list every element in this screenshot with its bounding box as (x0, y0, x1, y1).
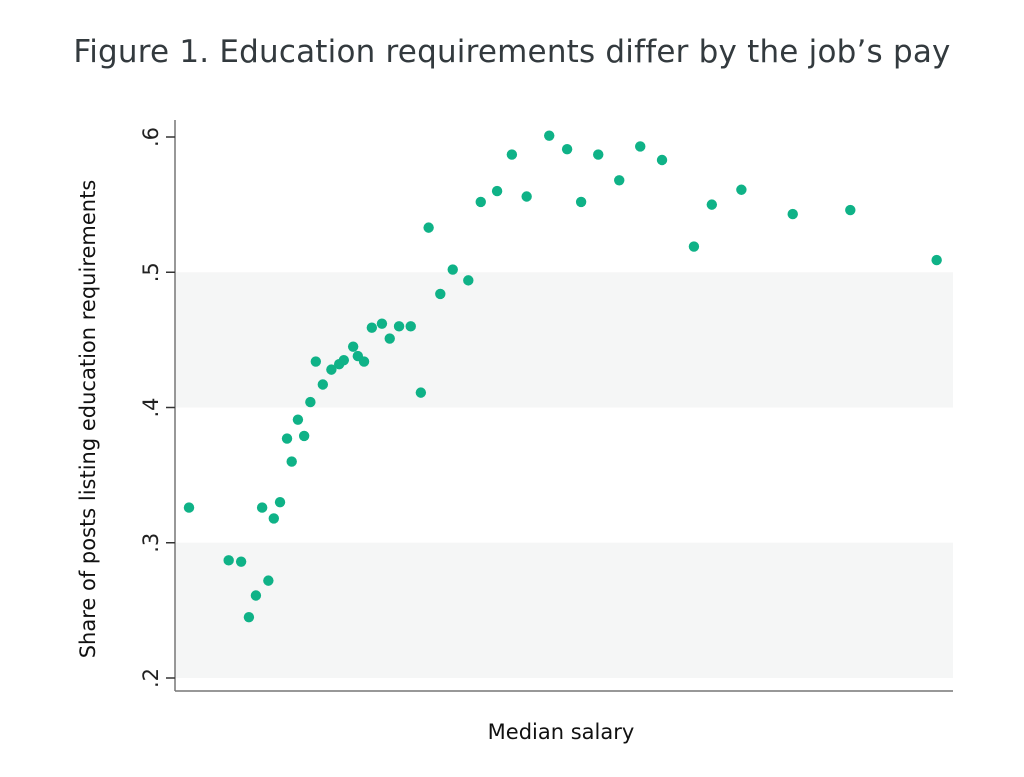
data-point (243, 611, 255, 623)
data-point (575, 196, 587, 208)
data-point (521, 191, 532, 202)
chart-title: Figure 1. Education requirements differ … (73, 34, 951, 70)
data-point (423, 222, 434, 233)
data-point (235, 556, 247, 567)
data-point (256, 502, 268, 513)
data-point (787, 208, 798, 220)
data-point (736, 184, 747, 195)
y-tick-label: .2 (139, 668, 163, 688)
grid-band (175, 542, 953, 678)
x-axis-label: Median salary (487, 720, 635, 744)
data-point (338, 354, 350, 366)
data-point (435, 288, 446, 300)
data-point (491, 185, 503, 197)
data-point (274, 496, 286, 508)
data-point (706, 199, 718, 210)
data-point (544, 130, 555, 141)
data-point (268, 513, 280, 524)
data-point (635, 141, 646, 152)
data-point (250, 590, 262, 601)
data-point (310, 356, 322, 367)
data-point (614, 175, 625, 186)
data-point (447, 264, 458, 275)
data-point (281, 433, 293, 444)
data-point (326, 364, 337, 375)
data-point (688, 241, 700, 252)
y-tick-label: .5 (139, 262, 163, 282)
background-bands (175, 272, 953, 678)
y-tick-label: .4 (139, 397, 163, 417)
data-point (593, 149, 604, 160)
y-tick-label: .3 (139, 533, 163, 553)
data-point (317, 379, 329, 390)
axes (174, 120, 953, 692)
grid-band (175, 272, 953, 408)
data-point (292, 414, 304, 425)
data-point (183, 502, 195, 513)
data-point (506, 149, 518, 160)
data-point (561, 143, 573, 155)
data-point (393, 321, 405, 332)
data-point (845, 204, 856, 216)
data-point (347, 341, 359, 352)
y-tick-label: .6 (139, 127, 163, 147)
data-point (298, 430, 310, 442)
y-axis-ticks: .2 .3 .4 .5 .6 (139, 127, 175, 688)
data-point (475, 196, 486, 208)
data-point (358, 356, 370, 367)
data-points (183, 130, 942, 623)
data-point (463, 275, 474, 286)
data-point (931, 254, 942, 266)
data-point (263, 575, 274, 586)
data-point (305, 396, 316, 408)
data-point (223, 555, 234, 566)
data-point (405, 321, 416, 332)
data-point (656, 154, 668, 166)
data-point (376, 318, 388, 329)
data-point (415, 387, 427, 398)
data-point (384, 333, 395, 344)
data-point (286, 456, 297, 467)
data-point (366, 322, 378, 333)
